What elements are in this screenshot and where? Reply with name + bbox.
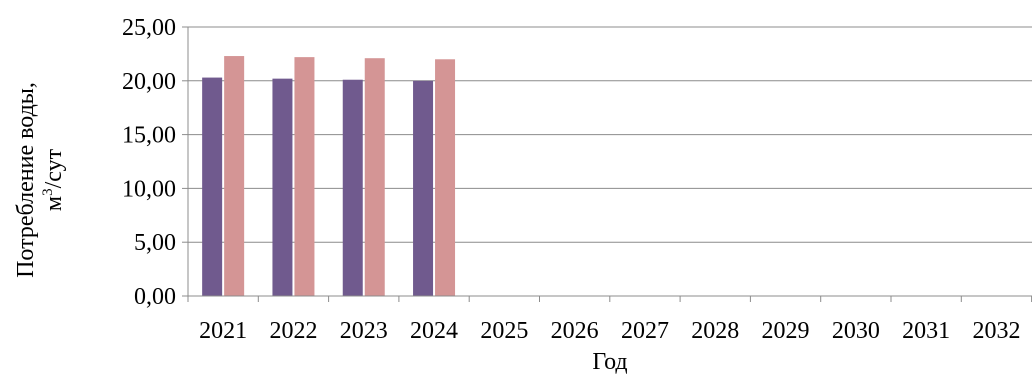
x-tick-label: 2030 [832, 318, 880, 344]
y-tick-label: 10,00 [122, 176, 176, 202]
x-tick-label: 2022 [269, 318, 317, 344]
y-axis-label-unit: м [41, 196, 67, 211]
y-axis-label-line2: м3/сут [40, 148, 67, 211]
x-tick-label: 2026 [551, 318, 599, 344]
y-axis-label-unit-sup: 3 [40, 188, 56, 196]
bar-series2-2023 [364, 58, 385, 297]
gridlines [188, 26, 1032, 243]
y-axis-label-unit-suffix: /сут [41, 148, 67, 188]
x-tick-label: 2031 [902, 318, 950, 344]
x-tick-label: 2023 [340, 318, 388, 344]
bars [202, 56, 456, 297]
x-tick-label: 2028 [691, 318, 739, 344]
x-tick-label: 2032 [972, 318, 1020, 344]
bar-series1-2021 [202, 77, 223, 297]
x-tick-label: 2024 [410, 318, 458, 344]
x-tick-label: 2029 [762, 318, 810, 344]
bar-series1-2024 [413, 80, 434, 296]
x-tick-label: 2027 [621, 318, 669, 344]
x-tick-label: 2025 [480, 318, 528, 344]
x-tick-label: 2021 [199, 318, 247, 344]
bar-series2-2022 [294, 57, 315, 297]
bar-series2-2021 [224, 56, 245, 296]
y-tick-label: 0,00 [134, 284, 176, 310]
x-tick-labels: 2021 2022 2023 2024 2025 2026 2027 2028 2029 2030… [199, 318, 1020, 344]
bar-series1-2023 [342, 79, 363, 296]
y-axis-label-line1: Потребление воды, [13, 82, 39, 278]
bar-series1-2022 [272, 78, 293, 296]
y-axis-label: Потребление воды, м3/сут [13, 82, 67, 278]
axes [182, 26, 1032, 302]
x-axis-label: Год [592, 349, 627, 375]
bar-series2-2024 [435, 59, 456, 296]
y-tick-label: 25,00 [122, 15, 176, 41]
y-tick-label: 15,00 [122, 123, 176, 149]
y-tick-label: 20,00 [122, 69, 176, 95]
y-tick-label: 5,00 [134, 230, 176, 256]
y-tick-labels: 0,00 5,00 10,00 15,00 20,00 25,00 [122, 15, 176, 310]
